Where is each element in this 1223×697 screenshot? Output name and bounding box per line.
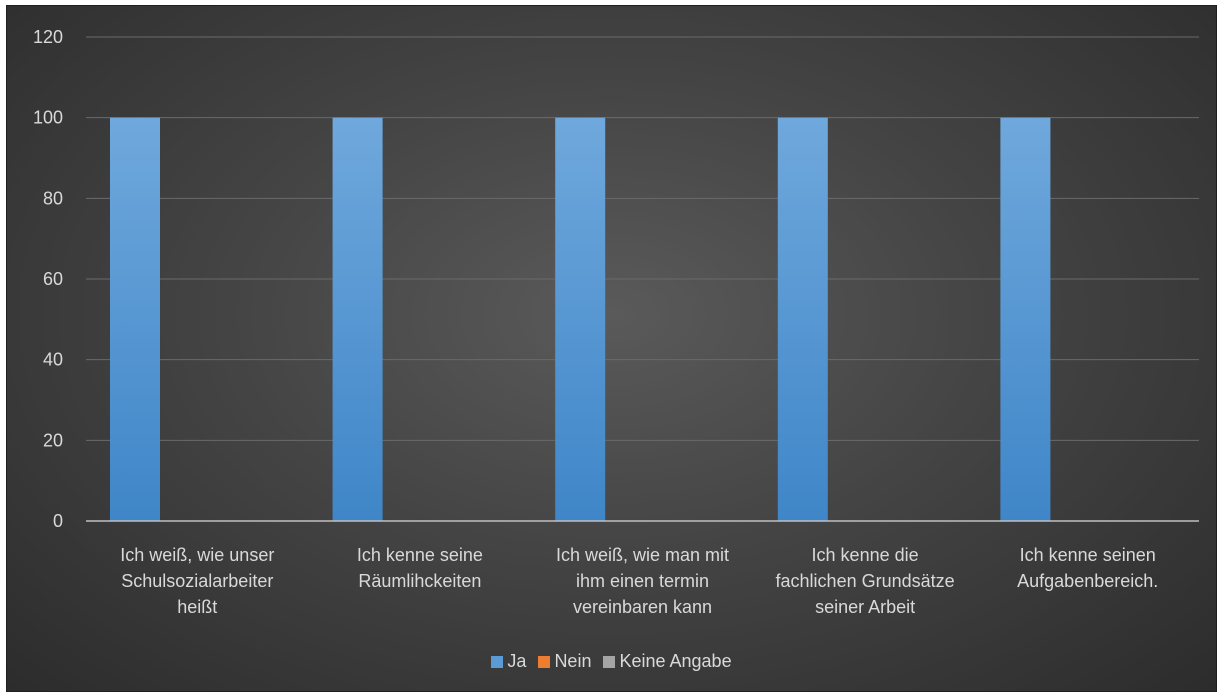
- category-labels: Ich weiß, wie unser Schulsozialarbeiter he…: [120, 545, 1158, 617]
- y-tick-label: 60: [43, 269, 63, 289]
- y-tick-label: 120: [33, 27, 63, 47]
- category-label: Ich weiß, wie man mit ihm einen termin ver…: [556, 545, 729, 617]
- y-tick-label: 40: [43, 350, 63, 370]
- y-tick-label: 80: [43, 188, 63, 208]
- bar-chart: 0 20 40 60 80 100 120 Ich weiß, wie unser Schul…: [33, 27, 1199, 617]
- bar-ja: [777, 117, 828, 522]
- bar-ja: [332, 117, 383, 522]
- legend-label: Ja: [507, 651, 527, 671]
- bar-ja: [555, 117, 606, 522]
- y-tick-label: 100: [33, 108, 63, 128]
- category-label: Ich kenne seinen Aufgabenbereich.: [1017, 545, 1158, 591]
- legend-swatch: [491, 655, 504, 668]
- y-tick-label: 0: [53, 511, 63, 531]
- y-axis: 0 20 40 60 80 100 120: [33, 27, 63, 531]
- legend-swatch: [538, 655, 551, 668]
- bar-ja: [110, 117, 160, 522]
- legend-label: Nein: [554, 651, 592, 671]
- legend-label: Keine Angabe: [619, 651, 732, 671]
- legend: Ja Nein Keine Angabe: [7, 651, 1216, 672]
- y-tick-label: 20: [43, 430, 63, 450]
- bars: [110, 117, 1051, 522]
- legend-swatch: [603, 655, 616, 668]
- legend-item: Ja: [491, 651, 526, 672]
- chart-area: 0 20 40 60 80 100 120 Ich weiß, wie unser Schul…: [6, 5, 1217, 692]
- legend-item: Keine Angabe: [603, 651, 732, 672]
- category-label: Ich kenne die fachlichen Grundsätze seiner…: [776, 545, 955, 617]
- category-label: Ich kenne seine Räumlihckeiten: [357, 545, 483, 591]
- bar-ja: [1000, 117, 1051, 522]
- category-label: Ich weiß, wie unser Schulsozialarbeiter he…: [120, 545, 274, 617]
- legend-item: Nein: [538, 651, 591, 672]
